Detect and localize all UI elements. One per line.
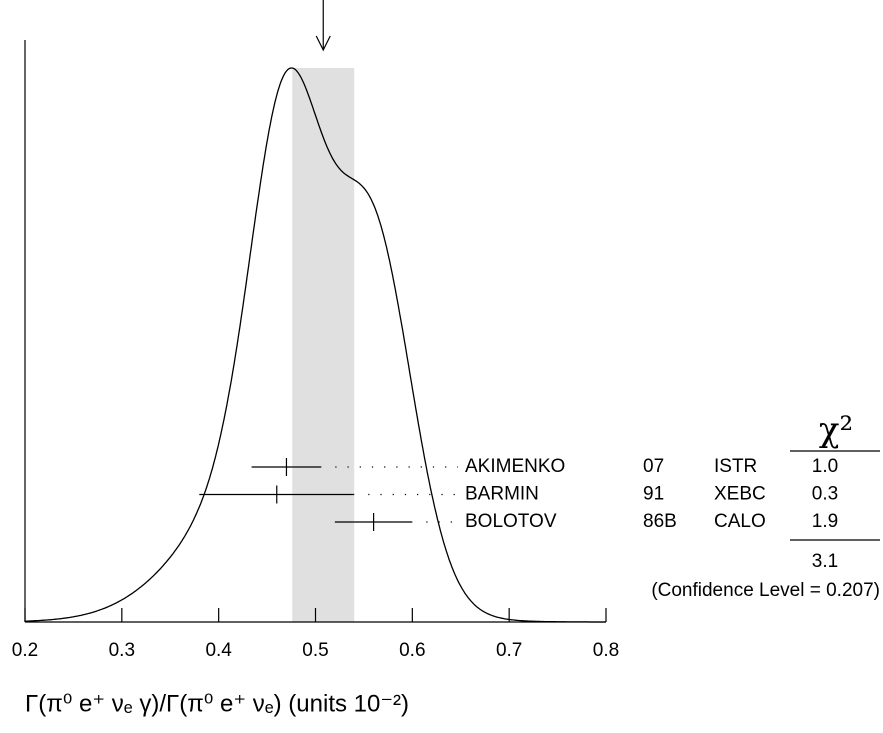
measurement-name: BOLOTOV <box>465 511 557 532</box>
measurement-technique: ISTR <box>714 456 757 477</box>
measurement-year: 91 <box>643 484 664 505</box>
average-band <box>292 68 355 622</box>
measurement-name: BARMIN <box>465 484 539 505</box>
chi2-total: 3.1 <box>812 551 838 572</box>
chi2-value: 0.3 <box>812 484 838 505</box>
average-arrow-head <box>315 35 331 52</box>
measurement-technique: XEBC <box>714 484 766 505</box>
ideogram-curve <box>24 67 606 623</box>
x-tick-label: 0.3 <box>109 640 135 661</box>
chi2-value: 1.0 <box>812 456 838 477</box>
measurement-name: AKIMENKO <box>465 456 565 477</box>
chi2-value: 1.9 <box>812 511 838 532</box>
x-tick-label: 0.4 <box>205 640 232 661</box>
measurement-technique: CALO <box>714 511 766 532</box>
x-tick-label: 0.7 <box>496 640 522 661</box>
x-tick-label: 0.6 <box>399 640 425 661</box>
x-tick-label: 0.5 <box>302 640 328 661</box>
confidence-level: (Confidence Level = 0.207) <box>651 580 880 601</box>
x-tick-label: 0.8 <box>593 640 619 661</box>
measurement-year: 07 <box>643 456 664 477</box>
x-axis-label: Γ(π⁰ e⁺ νₑ γ)/Γ(π⁰ e⁺ νₑ) (units 10⁻²) <box>25 690 409 717</box>
chi2-header: χ² <box>819 410 853 450</box>
x-tick-label: 0.2 <box>12 640 38 661</box>
measurement-year: 86B <box>643 511 677 532</box>
